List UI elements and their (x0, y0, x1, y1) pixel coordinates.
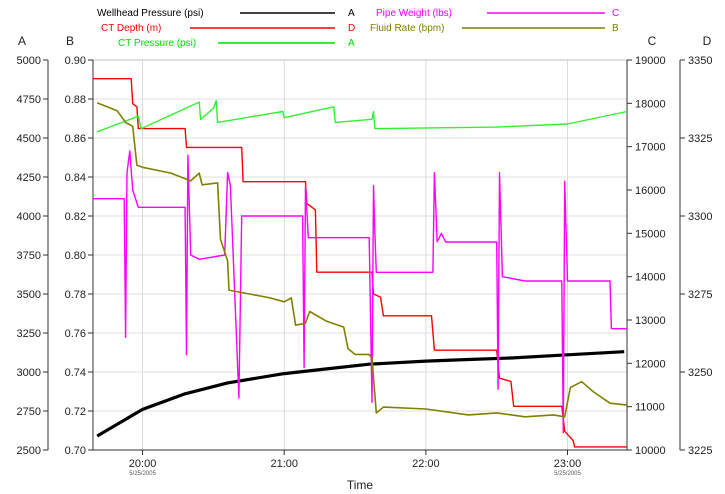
y-tick-label-C: 11000 (635, 402, 665, 414)
axis-letter-D: D (703, 34, 712, 48)
y-tick-label-B: 0.90 (65, 55, 86, 67)
legend-axis-tag: D (348, 23, 355, 34)
y-tick-label-C: 19000 (635, 55, 666, 67)
x-tick-label: 23:00 (554, 458, 582, 470)
y-tick-label-C: 12000 (635, 358, 666, 370)
y-tick-label-C: 10000 (635, 445, 666, 457)
series-line-2 (96, 99, 628, 133)
x-tick-date: 5/25/2005 (129, 471, 156, 477)
legend-label: Fluid Rate (bpm) (370, 23, 444, 34)
x-tick-label: 20:00 (129, 458, 157, 470)
y-tick-label-B: 0.70 (65, 445, 86, 457)
x-axis-title: Time (347, 478, 374, 492)
y-tick-label-D: 3250 (688, 367, 712, 379)
y-tick-label-D: 3300 (688, 211, 712, 223)
legend-axis-tag: A (348, 38, 355, 49)
y-tick-label-A: 4500 (17, 133, 41, 145)
y-tick-label-D: 3225 (688, 445, 712, 457)
y-tick-label-B: 0.86 (65, 133, 86, 145)
y-tick-label-C: 17000 (635, 142, 666, 154)
y-tick-label-A: 2500 (17, 445, 41, 457)
legend-label: Wellhead Pressure (psi) (97, 8, 204, 19)
y-tick-label-B: 0.72 (65, 406, 86, 418)
y-tick-label-A: 4000 (17, 211, 41, 223)
y-tick-label-A: 3000 (17, 367, 41, 379)
y-tick-label-A: 5000 (17, 55, 41, 67)
y-tick-label-A: 3500 (17, 289, 41, 301)
y-tick-label-D: 3350 (688, 55, 712, 67)
y-tick-label-A: 2750 (17, 406, 41, 418)
series-line-4 (96, 102, 628, 418)
axis-letter-C: C (648, 34, 657, 48)
legend-axis-tag: C (612, 8, 619, 19)
axis-letter-A: A (18, 34, 26, 48)
y-tick-label-B: 0.80 (65, 250, 86, 262)
y-tick-label-B: 0.82 (65, 211, 86, 223)
legend-axis-tag: B (612, 23, 619, 34)
y-tick-label-D: 3275 (688, 289, 712, 301)
y-tick-label-C: 14000 (635, 272, 666, 284)
legend-axis-tag: A (348, 8, 355, 19)
plot-area (92, 59, 628, 451)
axes: A 5000 4750 4500 4250 4000 3750 3500 3250 3000 275… (17, 34, 713, 477)
y-tick-label-C: 18000 (635, 98, 666, 110)
series-layer (93, 77, 628, 448)
series-line-0 (96, 350, 625, 438)
y-tick-label-C: 15000 (635, 228, 666, 240)
legend-label: Pipe Weight (lbs) (376, 8, 452, 19)
y-tick-label-B: 0.84 (65, 172, 86, 184)
legend-label: CT Depth (m) (101, 23, 161, 34)
y-tick-label-A: 4750 (17, 94, 41, 106)
y-tick-label-C: 16000 (635, 185, 666, 197)
y-tick-label-A: 3250 (17, 328, 41, 340)
y-tick-label-A: 3750 (17, 250, 41, 262)
y-tick-label-A: 4250 (17, 172, 41, 184)
y-tick-label-C: 13000 (635, 315, 666, 327)
y-tick-label-D: 3325 (688, 133, 712, 145)
axis-letter-B: B (66, 34, 74, 48)
x-tick-label: 21:00 (270, 458, 298, 470)
legend-label: CT Pressure (psi) (118, 38, 196, 49)
y-tick-label-B: 0.78 (65, 289, 86, 301)
y-tick-label-B: 0.88 (65, 94, 86, 106)
series-line-3 (93, 150, 627, 434)
y-tick-label-B: 0.74 (65, 367, 86, 379)
x-tick-date: 5/25/2005 (554, 471, 581, 477)
x-tick-label: 22:00 (412, 458, 440, 470)
legend: Wellhead Pressure (psi) A CT Depth (m) D CT … (97, 8, 619, 49)
y-tick-label-B: 0.76 (65, 328, 86, 340)
